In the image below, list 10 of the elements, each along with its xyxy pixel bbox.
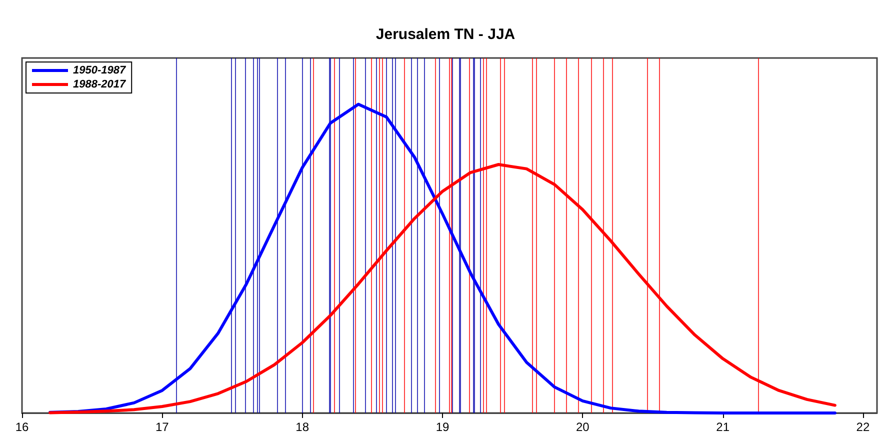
x-tick-label: 19: [436, 420, 450, 434]
x-tick-label: 17: [155, 420, 170, 434]
x-tick-label: 16: [15, 420, 29, 434]
x-tick-label: 18: [296, 420, 310, 434]
x-tick-label: 22: [856, 420, 870, 434]
legend-label: 1988-2017: [73, 78, 126, 90]
x-tick-label: 20: [576, 420, 590, 434]
x-tick-label: 21: [716, 420, 730, 434]
chart-title: Jerusalem TN - JJA: [376, 26, 516, 43]
legend-label: 1950-1987: [73, 64, 126, 76]
